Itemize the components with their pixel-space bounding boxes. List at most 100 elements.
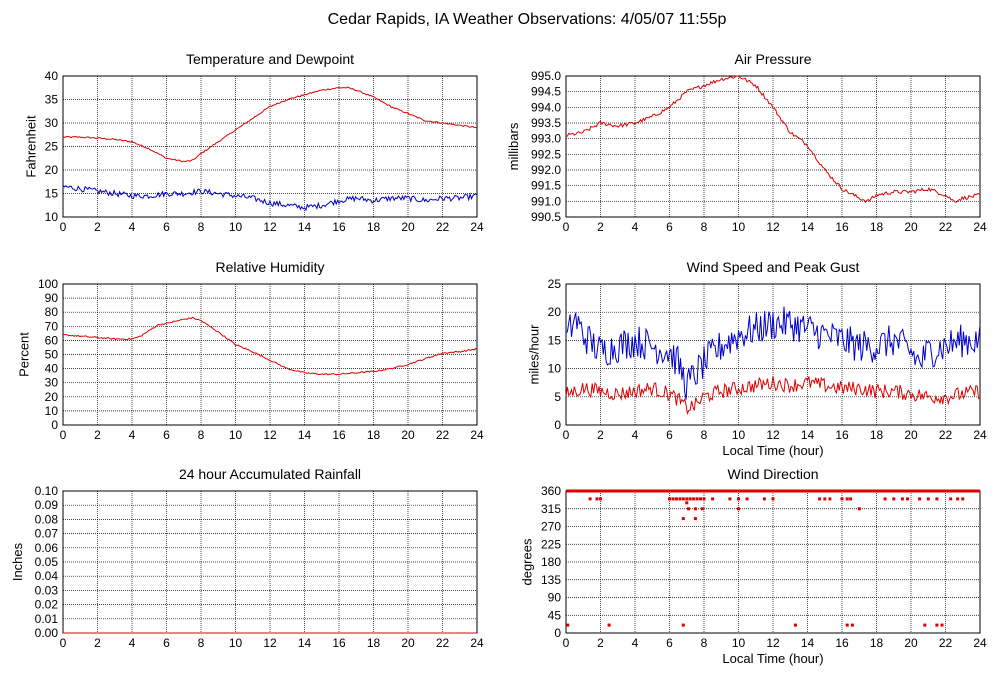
x-tick-label: 20 <box>401 220 415 234</box>
data-point <box>935 497 939 501</box>
x-tick-label: 24 <box>973 636 987 650</box>
data-point <box>566 623 570 627</box>
x-axis-label: Local Time (hour) <box>722 651 823 666</box>
y-tick-label: 990.5 <box>531 210 561 224</box>
x-tick-label: 6 <box>163 428 170 442</box>
x-tick-label: 18 <box>367 428 381 442</box>
x-tick-label: 0 <box>60 636 67 650</box>
data-point <box>906 497 909 501</box>
y-tick-label: 25 <box>548 277 562 291</box>
data-point <box>681 623 685 627</box>
data-point <box>818 497 822 501</box>
data-point <box>681 497 685 501</box>
x-tick-label: 20 <box>401 636 415 650</box>
plot-frame <box>565 283 981 426</box>
x-tick-label: 6 <box>163 220 170 234</box>
y-tick-label: 135 <box>541 573 561 587</box>
x-tick-label: 10 <box>229 636 243 650</box>
series-line-0 <box>62 86 478 163</box>
x-tick-label: 12 <box>766 428 780 442</box>
x-tick-label: 12 <box>766 636 780 650</box>
series-line-1 <box>62 185 478 212</box>
data-point <box>737 497 740 501</box>
y-tick-label: 90 <box>548 591 562 605</box>
x-tick-label: 18 <box>870 428 884 442</box>
x-tick-label: 2 <box>597 428 604 442</box>
x-tick-label: 2 <box>597 636 604 650</box>
x-tick-label: 24 <box>973 428 987 442</box>
y-tick-label: 180 <box>541 555 561 569</box>
x-tick-label: 10 <box>732 428 746 442</box>
y-tick-label: 0 <box>554 626 561 640</box>
x-tick-label: 8 <box>701 428 708 442</box>
y-tick-label: 994.5 <box>531 85 561 99</box>
data-point <box>923 623 927 627</box>
data-point <box>762 497 766 501</box>
y-tick-label: 10 <box>45 404 59 418</box>
data-point <box>840 497 844 501</box>
chart-title: Temperature and Dewpoint <box>186 51 354 67</box>
y-tick-label: 994.0 <box>531 100 561 114</box>
x-tick-label: 8 <box>198 636 205 650</box>
data-point <box>900 497 904 501</box>
y-axis-label: Fahrenheit <box>23 115 38 178</box>
data-point <box>845 497 849 501</box>
y-tick-label: 15 <box>45 187 59 201</box>
y-tick-label: 0.03 <box>35 583 59 597</box>
y-tick-label: 993.0 <box>531 132 561 146</box>
y-axis-label: degrees <box>520 538 535 585</box>
data-point <box>599 497 602 501</box>
x-tick-label: 10 <box>229 428 243 442</box>
series-line-0 <box>566 75 981 204</box>
x-tick-label: 10 <box>229 220 243 234</box>
x-tick-label: 22 <box>939 428 953 442</box>
x-tick-label: 0 <box>563 428 570 442</box>
y-tick-label: 5 <box>554 390 561 404</box>
data-point <box>823 497 827 501</box>
x-tick-label: 22 <box>939 220 953 234</box>
y-tick-label: 0.07 <box>35 527 59 541</box>
x-tick-label: 14 <box>298 220 312 234</box>
data-point <box>674 497 678 501</box>
y-tick-label: 20 <box>548 305 562 319</box>
x-tick-label: 20 <box>904 428 918 442</box>
x-tick-label: 12 <box>263 428 277 442</box>
data-point <box>926 497 930 501</box>
x-tick-label: 4 <box>632 220 639 234</box>
x-tick-label: 8 <box>701 636 708 650</box>
x-tick-label: 0 <box>563 636 570 650</box>
y-tick-label: 991.0 <box>531 194 561 208</box>
y-tick-label: 70 <box>45 319 59 333</box>
data-point <box>711 497 715 501</box>
y-axis-label: Inches <box>10 542 25 581</box>
x-tick-label: 16 <box>332 220 346 234</box>
page-title: Cedar Rapids, IA Weather Observations: 4… <box>328 11 727 28</box>
x-axis-label: Local Time (hour) <box>722 443 823 458</box>
y-tick-label: 90 <box>45 291 59 305</box>
y-axis-label: millibars <box>506 122 521 170</box>
data-point <box>671 497 675 501</box>
x-tick-label: 4 <box>632 636 639 650</box>
y-tick-label: 0 <box>554 418 561 432</box>
y-tick-label: 0.01 <box>35 612 59 626</box>
data-point <box>793 623 797 627</box>
y-tick-label: 0.10 <box>35 484 59 498</box>
y-tick-label: 45 <box>548 608 562 622</box>
x-tick-label: 14 <box>801 636 815 650</box>
x-tick-label: 8 <box>198 428 205 442</box>
data-point <box>828 497 832 501</box>
y-tick-label: 0.02 <box>35 598 59 612</box>
data-point <box>918 497 922 501</box>
data-point <box>956 497 960 501</box>
x-tick-label: 18 <box>870 636 884 650</box>
x-tick-label: 8 <box>701 220 708 234</box>
data-point <box>699 497 702 501</box>
data-point <box>685 497 689 501</box>
y-tick-label: 20 <box>45 390 59 404</box>
data-point <box>940 623 944 627</box>
chart-title: Air Pressure <box>734 51 811 67</box>
data-point <box>693 507 697 511</box>
y-tick-label: 992.5 <box>531 147 561 161</box>
data-point <box>681 517 685 521</box>
